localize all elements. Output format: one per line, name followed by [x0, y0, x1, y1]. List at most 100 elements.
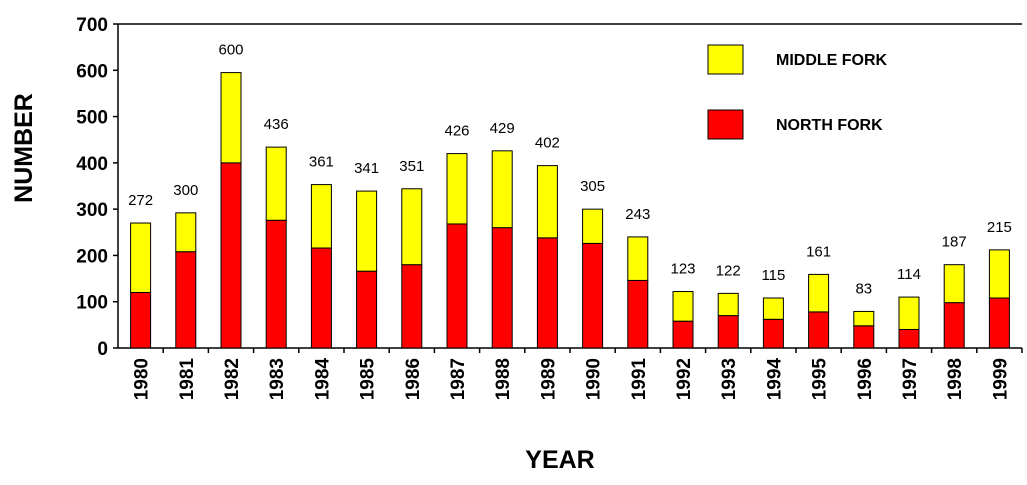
x-tick-label-1991: 1991	[629, 358, 650, 401]
y-tick-label: 700	[76, 15, 108, 36]
total-label-1988: 429	[490, 120, 515, 137]
y-axis-title: NUMBER	[10, 93, 38, 203]
total-label-1984: 361	[309, 154, 334, 171]
x-tick-label-1998: 1998	[945, 358, 966, 400]
y-tick-label: 0	[97, 339, 108, 360]
x-tick-label-1988: 1988	[493, 358, 514, 400]
total-label-1992: 123	[670, 261, 695, 278]
x-tick-label-1985: 1985	[358, 358, 379, 401]
bar-north-fork-1998	[943, 302, 965, 349]
total-label-1996: 83	[855, 280, 872, 297]
data-labels: 272 300 600 436 361 341 351 426 429 402 305 243 123 1…	[128, 42, 1012, 298]
x-axis-title: YEAR	[525, 446, 594, 474]
bar-north-fork-1991	[627, 279, 649, 349]
bar-north-fork-1988	[491, 227, 513, 349]
total-label-1997: 114	[897, 266, 921, 283]
x-tick-label-1989: 1989	[538, 358, 559, 400]
total-label-1989: 402	[535, 135, 560, 152]
bar-middle-fork-1998	[943, 264, 965, 304]
total-label-1985: 341	[354, 160, 379, 177]
total-label-1991: 243	[625, 206, 650, 223]
total-label-1980: 272	[128, 192, 153, 209]
total-label-1983: 436	[264, 116, 289, 133]
bar-middle-fork-1991	[627, 236, 649, 281]
bar-middle-fork-1996	[853, 310, 875, 327]
bar-middle-fork-1983	[265, 146, 287, 221]
x-tick-label-1994: 1994	[764, 358, 785, 401]
bar-middle-fork-1990	[582, 208, 604, 244]
bar-north-fork-1995	[808, 311, 830, 349]
x-tick-label-1983: 1983	[267, 358, 288, 400]
y-ticks: 0 100 200 300 400 500 600 700	[76, 15, 118, 360]
y-tick-label: 100	[76, 293, 108, 314]
x-tick-label-1986: 1986	[403, 358, 424, 400]
legend: MIDDLE FORK NORTH FORK	[707, 44, 888, 140]
x-tick-label-1999: 1999	[990, 358, 1011, 400]
bar-north-fork-1997	[898, 328, 920, 349]
bar-middle-fork-1987	[446, 153, 468, 225]
bar-north-fork-1993	[717, 315, 739, 349]
bar-middle-fork-1994	[762, 297, 784, 320]
x-tick-label-1992: 1992	[674, 358, 695, 400]
bar-middle-fork-1985	[356, 190, 378, 272]
y-tick-label: 200	[76, 246, 108, 267]
x-tick-label-1984: 1984	[312, 358, 333, 401]
x-tick-label-1982: 1982	[222, 358, 243, 400]
bar-middle-fork-1992	[672, 291, 694, 322]
total-label-1981: 300	[173, 182, 198, 199]
total-label-1998: 187	[942, 234, 967, 251]
legend-swatch-north-fork	[707, 109, 744, 140]
x-tick-label-1993: 1993	[719, 358, 740, 400]
bar-middle-fork-1988	[491, 150, 513, 229]
total-label-1986: 351	[399, 158, 424, 175]
legend-label-middle-fork: MIDDLE FORK	[776, 52, 888, 69]
bar-middle-fork-1982	[220, 72, 242, 164]
bar-middle-fork-1995	[808, 273, 830, 313]
total-label-1999: 215	[987, 219, 1012, 236]
bar-north-fork-1981	[175, 251, 197, 349]
bar-north-fork-1986	[401, 264, 423, 349]
x-tick-label-1990: 1990	[584, 358, 605, 400]
bar-north-fork-1990	[582, 242, 604, 349]
total-label-1982: 600	[218, 42, 243, 59]
bar-middle-fork-1997	[898, 296, 920, 330]
bar-north-fork-1984	[310, 247, 332, 349]
bar-north-fork-1980	[130, 291, 152, 349]
y-tick-label: 600	[76, 61, 108, 82]
x-tick-label-1987: 1987	[448, 358, 469, 400]
total-label-1990: 305	[580, 178, 605, 195]
legend-swatch-middle-fork	[707, 44, 744, 75]
bar-north-fork-1983	[265, 219, 287, 349]
total-label-1994: 115	[761, 267, 785, 284]
bar-north-fork-1994	[762, 318, 784, 349]
total-label-1995: 161	[806, 243, 831, 260]
bar-north-fork-1999	[988, 297, 1010, 349]
bar-middle-fork-1981	[175, 212, 197, 253]
bar-north-fork-1982	[220, 162, 242, 349]
bar-middle-fork-1999	[988, 249, 1010, 299]
bar-middle-fork-1986	[401, 188, 423, 266]
axes	[117, 23, 1022, 349]
total-label-1987: 426	[444, 123, 469, 140]
bar-north-fork-1987	[446, 223, 468, 349]
x-tick-label-1980: 1980	[132, 358, 153, 400]
bar-middle-fork-1989	[536, 165, 558, 239]
bars	[130, 72, 1010, 349]
total-label-1993: 122	[716, 262, 741, 279]
bar-middle-fork-1993	[717, 292, 739, 317]
y-tick-label: 300	[76, 200, 108, 221]
bar-middle-fork-1984	[310, 184, 332, 249]
y-tick-label: 500	[76, 108, 108, 129]
bar-north-fork-1989	[536, 237, 558, 349]
bar-north-fork-1996	[853, 325, 875, 349]
bar-middle-fork-1980	[130, 222, 152, 293]
x-tick-label-1995: 1995	[810, 358, 831, 401]
y-tick-label: 400	[76, 154, 108, 175]
bar-north-fork-1992	[672, 320, 694, 349]
x-ticks: 1980 1981 1982 1983 1984 1985 1986 1987 1988 1989…	[132, 348, 1023, 401]
x-tick-label-1997: 1997	[900, 358, 921, 400]
legend-label-north-fork: NORTH FORK	[776, 117, 883, 134]
bar-north-fork-1985	[356, 270, 378, 349]
x-tick-label-1981: 1981	[177, 358, 198, 401]
